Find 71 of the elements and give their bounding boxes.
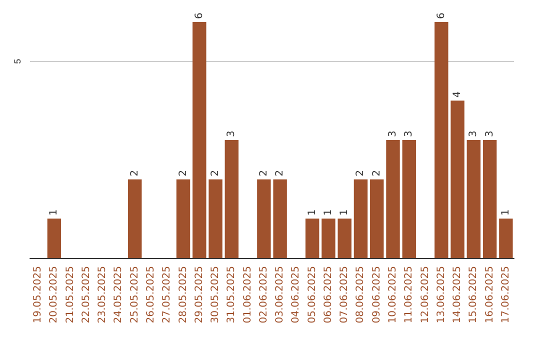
data-label: 2	[371, 170, 382, 176]
x-tick-label: 09.06.2025	[371, 266, 382, 324]
bar	[322, 218, 336, 258]
bar	[338, 218, 352, 258]
bar	[224, 140, 239, 258]
x-tick-label: 24.05.2025	[113, 266, 124, 324]
data-label: 1	[48, 209, 60, 216]
data-label: 3	[388, 130, 398, 137]
bar	[128, 179, 142, 258]
bar	[499, 218, 513, 258]
bar	[466, 140, 481, 258]
data-label: 4	[452, 91, 464, 98]
data-label: 2	[129, 170, 140, 176]
data-label: 6	[194, 12, 205, 19]
bar	[305, 218, 320, 258]
data-label: 1	[322, 209, 334, 216]
data-label: 2	[274, 170, 286, 176]
data-label: 1	[306, 209, 318, 216]
x-tick-label: 03.06.2025	[274, 266, 286, 324]
x-tick-label: 23.05.2025	[97, 266, 108, 324]
x-tick-label: 01.06.2025	[242, 266, 254, 324]
bar	[208, 179, 222, 258]
data-label: 2	[210, 170, 222, 176]
data-label: 1	[500, 209, 512, 216]
x-tick-label: 13.06.2025	[436, 266, 447, 324]
x-tick-label: 16.06.2025	[484, 266, 496, 324]
data-label: 3	[468, 130, 480, 137]
bar	[273, 179, 287, 258]
x-tick-label: 11.06.2025	[404, 266, 415, 324]
bar	[192, 22, 206, 258]
x-tick-label: 10.06.2025	[388, 266, 398, 324]
bar	[47, 218, 62, 258]
x-tick-label: 07.06.2025	[339, 266, 350, 324]
x-tick-label: 08.06.2025	[355, 266, 366, 324]
y-tick-label: 5	[12, 58, 22, 64]
x-tick-label: 22.05.2025	[80, 266, 92, 324]
bar	[386, 140, 400, 258]
x-tick-label: 06.06.2025	[322, 266, 334, 324]
data-label: 3	[484, 130, 496, 137]
x-tick-label: 04.06.2025	[290, 266, 302, 324]
bar	[450, 100, 464, 258]
x-tick-label: 29.05.2025	[194, 266, 205, 324]
x-tick-label: 14.06.2025	[452, 266, 464, 324]
x-tick-label: 02.06.2025	[258, 266, 270, 324]
x-tick-label: 27.05.2025	[162, 266, 173, 324]
data-label: 2	[258, 170, 270, 176]
bar	[257, 179, 271, 258]
data-label: 2	[178, 170, 189, 176]
data-label: 2	[355, 170, 366, 176]
x-tick-label: 31.05.2025	[226, 266, 238, 324]
x-tick-label: 20.05.2025	[48, 266, 60, 324]
x-tick-label: 26.05.2025	[146, 266, 156, 324]
bar	[434, 22, 448, 258]
x-tick-label: 19.05.2025	[32, 266, 44, 324]
data-label: 1	[339, 209, 350, 216]
x-tick-label: 17.06.2025	[500, 266, 512, 324]
bar	[402, 140, 416, 258]
bar	[370, 179, 384, 258]
data-label: 6	[436, 12, 447, 19]
x-tick-label: 25.05.2025	[129, 266, 140, 324]
x-tick-label: 21.05.2025	[64, 266, 76, 324]
bar	[482, 140, 497, 258]
data-label: 3	[226, 130, 238, 137]
x-tick-label: 05.06.2025	[306, 266, 318, 324]
bar	[176, 179, 190, 258]
data-label: 3	[404, 130, 415, 137]
x-tick-label: 15.06.2025	[468, 266, 480, 324]
bar	[354, 179, 368, 258]
x-tick-label: 30.05.2025	[210, 266, 222, 324]
x-tick-label: 28.05.2025	[178, 266, 189, 324]
x-tick-label: 12.06.2025	[420, 266, 431, 324]
